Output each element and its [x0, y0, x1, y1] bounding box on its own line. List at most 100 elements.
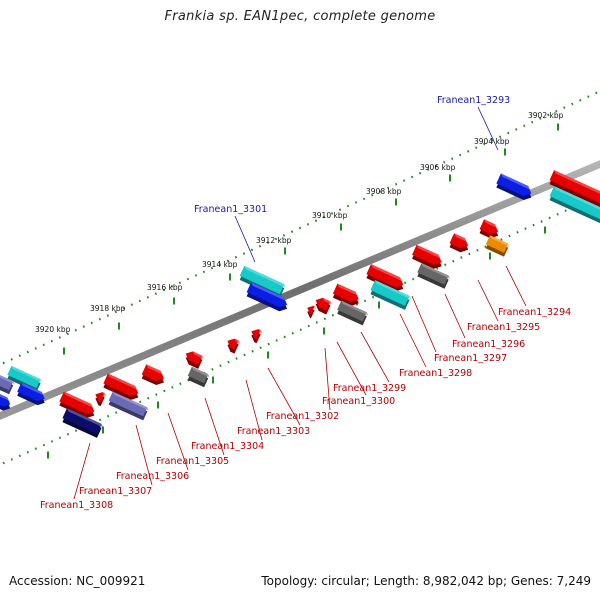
leader-line [167, 412, 189, 471]
gene-3295-highlight [489, 235, 510, 247]
gene-3296b-highlight [416, 244, 441, 259]
gene-3300b-highlight [341, 300, 369, 316]
gene-label: Franean1_3307 [79, 486, 152, 497]
gene-3296-body [449, 233, 469, 249]
genome-summary-text: Topology: circular; Length: 8,982,042 bp… [261, 574, 591, 588]
gene-3306-body [103, 373, 139, 396]
gene-3294 [479, 219, 499, 239]
gene-3297-highlight [421, 263, 451, 279]
gene-3296b [412, 244, 442, 269]
gene-3300c-highlight [322, 297, 332, 305]
gene-label: Franean1_3300 [322, 396, 395, 407]
leader-line [505, 265, 527, 307]
leader-line [73, 442, 91, 500]
gene-3300c [315, 297, 332, 315]
gene-track-top-cyan-body [549, 186, 600, 220]
gene-3307-highlight [102, 392, 107, 397]
gene-3305-highlight [146, 364, 163, 375]
leader-line [477, 279, 499, 322]
gene-label: Franean1_3308 [40, 500, 113, 511]
gene-track-top-cyan [549, 186, 600, 224]
ruler-tick-label: 3912 kbp [256, 236, 292, 245]
gene-track-top-red-highlight [554, 170, 600, 194]
gene-3300d [307, 305, 316, 319]
gene-left-blue-body [17, 382, 45, 402]
gene-3296 [449, 233, 469, 253]
gene-3300b [337, 300, 369, 326]
leader-line [267, 367, 301, 426]
gene-label: Franean1_3303 [237, 426, 310, 437]
gene-3308-body [59, 391, 95, 414]
gene-3299-highlight [374, 280, 412, 300]
gene-3300b-body [337, 300, 367, 322]
accession-text: Accession: NC_009921 [9, 574, 146, 588]
gene-3300-highlight [337, 283, 358, 296]
gene-3306-highlight [107, 373, 137, 390]
leader-lines-group [73, 106, 527, 500]
gene-3308b-body [62, 408, 102, 434]
leader-line [336, 341, 367, 396]
gene-3293 [496, 173, 532, 200]
gene-label: Franean1_3293 [437, 95, 510, 106]
gene-3301-blue [246, 282, 288, 312]
gene-3308b-highlight [66, 408, 104, 428]
gene-label: Franean1_3296 [452, 339, 525, 350]
gene-left-blue-highlight [21, 382, 44, 396]
gene-label: Franean1_3306 [116, 471, 189, 482]
gene-left-blue2-highlight [0, 394, 9, 401]
gene-track-top-red-body [549, 170, 600, 204]
leader-line [399, 313, 427, 368]
gene-3293-body [496, 173, 532, 196]
gene-label: Franean1_3304 [191, 441, 264, 452]
gene-3300-body [332, 283, 359, 302]
gene-3302-body [251, 329, 261, 340]
ruler-tick-label: 3920 kbp [35, 325, 71, 334]
gene-left-slate-highlight [0, 375, 15, 385]
gene-label: Franean1_3301 [194, 204, 267, 215]
gene-left-cyan [7, 365, 43, 393]
leader-line [135, 424, 153, 486]
gene-3306b-body [108, 391, 148, 417]
gene-3305-body [141, 364, 165, 382]
gene-3303-highlight [234, 338, 241, 344]
gene-3294-body [479, 219, 499, 235]
gene-3304b [187, 366, 210, 388]
gene-left-cyan-body [7, 365, 41, 389]
figure-title: Frankia sp. EAN1pec, complete genome [164, 9, 436, 24]
gene-3306 [103, 373, 139, 400]
backbone-group [0, 160, 600, 420]
gene-3304b-body [187, 366, 209, 384]
ruler-tick-label: 3908 kbp [366, 187, 402, 196]
gene-3301-blue-highlight [251, 282, 286, 301]
gene-3308b [62, 408, 104, 438]
gene-3308 [59, 391, 95, 418]
gene-3304-highlight [192, 351, 204, 359]
gene-3300d-body [307, 305, 315, 315]
gene-3302 [251, 329, 263, 344]
gene-3298-body [366, 264, 404, 288]
gene-3307 [95, 392, 107, 407]
gene-3299-body [370, 280, 410, 306]
gene-3304b-highlight [191, 366, 210, 378]
leader-line [411, 295, 437, 353]
gene-3307-body [95, 392, 105, 403]
leader-line [204, 397, 225, 456]
ruler-tick-label: 3904 kbp [474, 137, 510, 146]
gene-3294-highlight [484, 219, 497, 228]
gene-3303 [227, 338, 241, 354]
gene-3295 [485, 235, 510, 257]
gene-left-blue2 [0, 394, 11, 411]
ruler-tick-label: 3914 kbp [202, 260, 238, 269]
gene-3306b-highlight [112, 391, 149, 411]
gene-3300d-highlight [313, 305, 316, 310]
leader-line [234, 215, 256, 263]
leader-line [477, 106, 499, 151]
gene-3296-highlight [454, 233, 467, 242]
gene-3297 [417, 263, 451, 289]
gene-3305 [141, 364, 165, 386]
gene-label: Franean1_3299 [333, 383, 406, 394]
gene-3298 [366, 264, 404, 292]
gene-3301-cyan-body [239, 265, 285, 295]
gene-3293-highlight [500, 173, 530, 190]
